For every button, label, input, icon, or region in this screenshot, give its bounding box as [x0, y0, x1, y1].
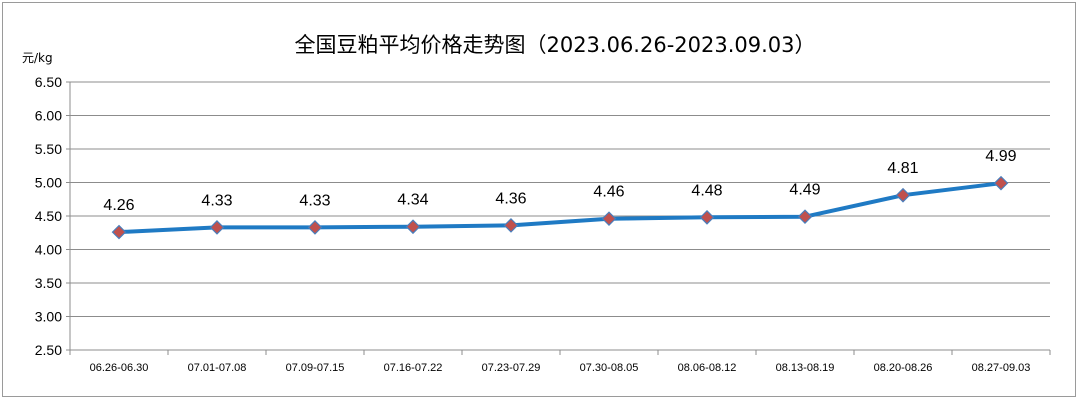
x-tick-label: 07.23-07.29	[482, 362, 541, 374]
y-tick-label: 4.00	[35, 242, 62, 258]
axes	[66, 81, 1051, 355]
data-label: 4.99	[985, 148, 1016, 165]
series-group	[111, 175, 1009, 240]
data-point-marker	[209, 220, 225, 235]
y-tick-label: 3.00	[35, 309, 62, 325]
data-label: 4.46	[593, 184, 624, 201]
x-tick-label: 08.20-08.26	[874, 362, 933, 374]
x-tick-label: 07.30-08.05	[580, 362, 639, 374]
data-label: 4.81	[887, 160, 918, 177]
data-point-marker	[895, 187, 911, 203]
y-tick-label: 3.50	[35, 275, 62, 291]
y-tick-label: 4.50	[35, 208, 62, 224]
y-axis-unit-label: 元/kg	[22, 51, 53, 65]
y-tick-labels: 2.50 3.00 3.50 4.00 4.50 5.00 5.50 6.00 6.50	[35, 74, 62, 358]
data-label: 4.33	[299, 192, 330, 209]
data-label: 4.34	[397, 192, 428, 209]
x-tick-labels: 06.26-06.30 07.01-07.08 07.09-07.15 07.16-0…	[90, 362, 1031, 374]
data-label: 4.49	[789, 182, 820, 199]
x-tick-label: 06.26-06.30	[90, 362, 149, 374]
data-point-marker	[699, 209, 715, 225]
y-tick-label: 6.00	[35, 108, 62, 124]
data-point-marker	[601, 211, 617, 227]
y-tick-label: 6.50	[35, 74, 62, 90]
data-label: 4.33	[201, 192, 232, 209]
data-point-marker	[797, 209, 813, 225]
data-point-marker	[111, 224, 127, 240]
series-line	[118, 181, 1002, 235]
data-point-marker	[405, 219, 421, 235]
x-tick-label: 08.27-09.03	[972, 362, 1031, 374]
data-label: 4.48	[691, 182, 722, 199]
x-tick-label: 07.16-07.22	[384, 362, 443, 374]
data-label: 4.26	[103, 197, 134, 214]
x-tick-label: 08.06-08.12	[678, 362, 737, 374]
data-label: 4.36	[495, 190, 526, 207]
data-point-marker	[307, 220, 323, 235]
data-point-marker	[993, 175, 1009, 191]
chart-title: 全国豆粕平均价格走势图（2023.06.26-2023.09.03）	[294, 33, 815, 57]
chart-frame	[2, 2, 1076, 397]
x-tick-label: 07.01-07.08	[188, 362, 247, 374]
x-tick-label: 08.13-08.19	[776, 362, 835, 374]
x-tick-label: 07.09-07.15	[286, 362, 345, 374]
y-tick-label: 5.50	[35, 141, 62, 157]
data-point-marker	[503, 218, 519, 233]
y-tick-label: 2.50	[35, 342, 62, 358]
y-tick-label: 5.00	[35, 175, 62, 191]
gridlines	[70, 81, 1050, 317]
data-labels: 4.26 4.33 4.33 4.34 4.36 4.46 4.48 4.49 4.81 4.99	[103, 148, 1016, 214]
